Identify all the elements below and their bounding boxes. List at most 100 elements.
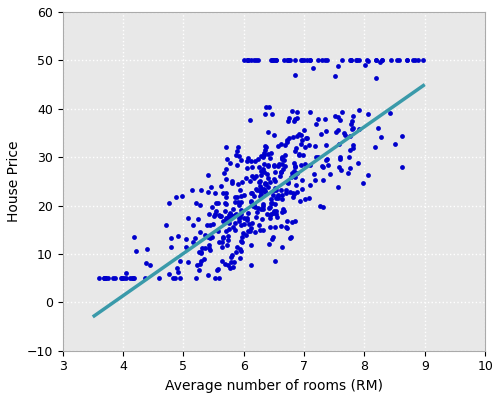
Point (244, 155, 252, 161)
Point (364, 172, 372, 178)
Point (270, 187, 278, 194)
Point (236, 247, 244, 254)
Point (212, 190, 220, 196)
Point (280, 163, 288, 169)
Point (212, 208, 220, 214)
Point (100, 275, 108, 281)
Point (270, 163, 278, 170)
Point (256, 193, 264, 199)
Point (330, 113, 338, 119)
Point (142, 260, 150, 266)
Point (248, 262, 256, 268)
Point (246, 242, 254, 248)
Point (266, 204, 274, 210)
Point (276, 169, 284, 175)
Point (306, 182, 314, 188)
Point (302, 135, 310, 141)
Point (392, 57, 400, 64)
Point (182, 243, 190, 250)
Point (102, 275, 110, 281)
Point (278, 156, 286, 162)
Point (232, 198, 239, 205)
Point (248, 203, 256, 209)
Point (310, 142, 318, 149)
Point (204, 189, 212, 195)
Point (258, 154, 266, 160)
Point (228, 254, 235, 260)
Point (274, 193, 281, 200)
Point (192, 262, 200, 268)
Point (196, 267, 203, 273)
Point (278, 168, 285, 175)
Point (260, 180, 268, 187)
Point (260, 206, 268, 212)
Point (269, 192, 277, 198)
Point (291, 163, 299, 169)
Point (237, 222, 245, 228)
Point (224, 220, 232, 226)
Point (270, 169, 278, 175)
Point (194, 249, 202, 255)
Point (260, 187, 268, 193)
Point (222, 194, 230, 200)
Point (244, 215, 252, 221)
Point (196, 202, 204, 208)
Point (246, 57, 254, 64)
Point (349, 142, 357, 149)
Point (282, 190, 290, 196)
Point (263, 211, 271, 217)
Point (410, 57, 418, 64)
Point (218, 190, 226, 196)
Point (250, 193, 258, 200)
Point (280, 208, 287, 214)
Point (297, 141, 305, 148)
Point (110, 275, 118, 281)
Point (218, 258, 226, 264)
Point (374, 125, 382, 132)
Point (278, 192, 286, 198)
Point (284, 225, 292, 231)
Point (176, 258, 184, 264)
Point (302, 161, 310, 167)
Point (309, 65, 317, 71)
Point (290, 160, 298, 166)
Point (283, 218, 291, 224)
Point (130, 275, 138, 281)
Point (259, 203, 267, 209)
Point (243, 57, 251, 64)
Point (264, 162, 272, 169)
Point (169, 275, 177, 281)
Point (266, 212, 274, 219)
Point (257, 153, 265, 159)
Point (312, 121, 320, 127)
Point (235, 215, 243, 222)
Point (211, 211, 219, 218)
Point (230, 223, 237, 230)
Point (201, 232, 209, 238)
Point (197, 249, 205, 256)
Point (251, 204, 259, 211)
Point (271, 178, 279, 184)
Point (206, 235, 214, 241)
X-axis label: Average number of rooms (RM): Average number of rooms (RM) (165, 379, 383, 393)
Point (296, 152, 304, 158)
Point (244, 57, 252, 64)
Point (267, 200, 275, 206)
Point (219, 218, 227, 224)
Point (246, 198, 254, 204)
Point (349, 125, 357, 131)
Point (364, 58, 372, 64)
Point (294, 151, 302, 157)
Point (118, 275, 126, 281)
Point (272, 187, 280, 194)
Point (269, 57, 277, 64)
Point (118, 275, 126, 281)
Point (217, 183, 225, 189)
Point (109, 275, 117, 281)
Point (268, 111, 276, 118)
Point (238, 178, 246, 185)
Point (258, 216, 266, 222)
Point (250, 229, 258, 235)
Point (100, 275, 108, 281)
Point (129, 275, 137, 281)
